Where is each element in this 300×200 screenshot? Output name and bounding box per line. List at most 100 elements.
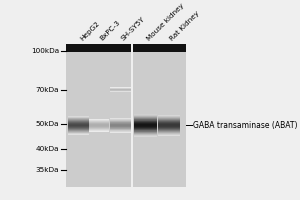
- Bar: [89, 128, 109, 129]
- Bar: [158, 135, 180, 136]
- Bar: [89, 130, 109, 131]
- Bar: [158, 129, 180, 130]
- Bar: [134, 114, 157, 115]
- Bar: [68, 125, 89, 126]
- Text: 70kDa: 70kDa: [35, 87, 59, 93]
- Bar: [134, 132, 157, 133]
- Bar: [89, 131, 109, 132]
- Bar: [110, 128, 130, 129]
- Bar: [68, 116, 89, 117]
- Bar: [134, 136, 157, 137]
- Bar: [134, 127, 157, 128]
- Bar: [68, 117, 89, 118]
- Bar: [89, 125, 109, 126]
- Bar: [89, 123, 109, 124]
- Bar: [66, 44, 186, 187]
- Bar: [131, 44, 133, 187]
- Text: SH-SY5Y: SH-SY5Y: [120, 16, 146, 42]
- Bar: [68, 132, 89, 133]
- Text: 50kDa: 50kDa: [35, 121, 59, 127]
- Bar: [110, 125, 130, 126]
- Bar: [89, 121, 109, 122]
- Bar: [158, 117, 180, 118]
- Bar: [68, 133, 89, 134]
- Bar: [158, 122, 180, 123]
- Bar: [158, 118, 180, 119]
- Bar: [134, 134, 157, 135]
- Bar: [110, 131, 130, 132]
- Bar: [68, 131, 89, 132]
- Text: HepG2: HepG2: [79, 20, 101, 42]
- Bar: [110, 132, 130, 133]
- Bar: [158, 119, 180, 120]
- Bar: [110, 126, 130, 127]
- Bar: [134, 116, 157, 117]
- Bar: [158, 130, 180, 131]
- Bar: [89, 129, 109, 130]
- Bar: [134, 130, 157, 131]
- Text: Rat Kidney: Rat Kidney: [169, 10, 201, 42]
- Text: GABA transaminase (ABAT): GABA transaminase (ABAT): [193, 121, 297, 130]
- Bar: [158, 125, 180, 126]
- Bar: [68, 119, 89, 120]
- Bar: [158, 131, 180, 132]
- Bar: [134, 135, 157, 136]
- Bar: [68, 122, 89, 123]
- Bar: [134, 123, 157, 124]
- Bar: [68, 129, 89, 130]
- Bar: [68, 121, 89, 122]
- Bar: [134, 122, 157, 123]
- Bar: [134, 131, 157, 132]
- Bar: [68, 118, 89, 119]
- Bar: [89, 124, 109, 125]
- Bar: [68, 124, 89, 125]
- Bar: [158, 116, 180, 117]
- Bar: [110, 124, 130, 125]
- Bar: [158, 115, 180, 116]
- Bar: [134, 121, 157, 122]
- Bar: [110, 123, 130, 124]
- Bar: [134, 128, 157, 129]
- Bar: [134, 129, 157, 130]
- Bar: [110, 122, 130, 123]
- Bar: [68, 128, 89, 129]
- Bar: [66, 44, 186, 52]
- Text: 40kDa: 40kDa: [35, 146, 59, 152]
- Bar: [158, 123, 180, 124]
- Bar: [89, 119, 109, 120]
- Bar: [89, 127, 109, 128]
- Bar: [158, 132, 180, 133]
- Bar: [134, 125, 157, 126]
- Bar: [134, 126, 157, 127]
- Bar: [158, 127, 180, 128]
- Bar: [158, 121, 180, 122]
- Bar: [158, 126, 180, 127]
- Bar: [110, 130, 130, 131]
- Bar: [68, 130, 89, 131]
- Bar: [68, 126, 89, 127]
- Bar: [134, 133, 157, 134]
- Bar: [89, 122, 109, 123]
- Bar: [110, 129, 130, 130]
- Text: BxPC-3: BxPC-3: [99, 20, 122, 42]
- Bar: [134, 124, 157, 125]
- Bar: [89, 120, 109, 121]
- Bar: [68, 120, 89, 121]
- Text: 100kDa: 100kDa: [31, 48, 59, 54]
- Bar: [134, 119, 157, 120]
- Text: Mouse kidney: Mouse kidney: [146, 3, 185, 42]
- Text: 35kDa: 35kDa: [35, 167, 59, 173]
- Bar: [158, 128, 180, 129]
- Bar: [89, 126, 109, 127]
- Bar: [110, 121, 130, 122]
- Bar: [110, 127, 130, 128]
- Bar: [158, 124, 180, 125]
- Bar: [68, 134, 89, 135]
- Bar: [134, 118, 157, 119]
- Bar: [158, 120, 180, 121]
- Bar: [110, 120, 130, 121]
- Bar: [68, 127, 89, 128]
- Bar: [134, 120, 157, 121]
- Bar: [158, 134, 180, 135]
- Bar: [134, 117, 157, 118]
